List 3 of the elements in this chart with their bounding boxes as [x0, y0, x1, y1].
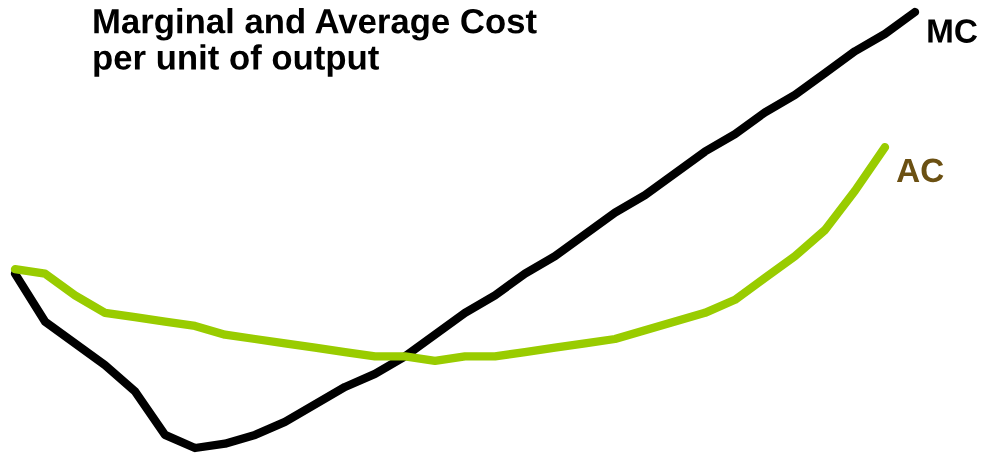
chart-title: Marginal and Average Cost per unit of output: [94, 8, 537, 77]
series-label: AC: [896, 158, 944, 183]
series-label: MC: [928, 19, 978, 43]
